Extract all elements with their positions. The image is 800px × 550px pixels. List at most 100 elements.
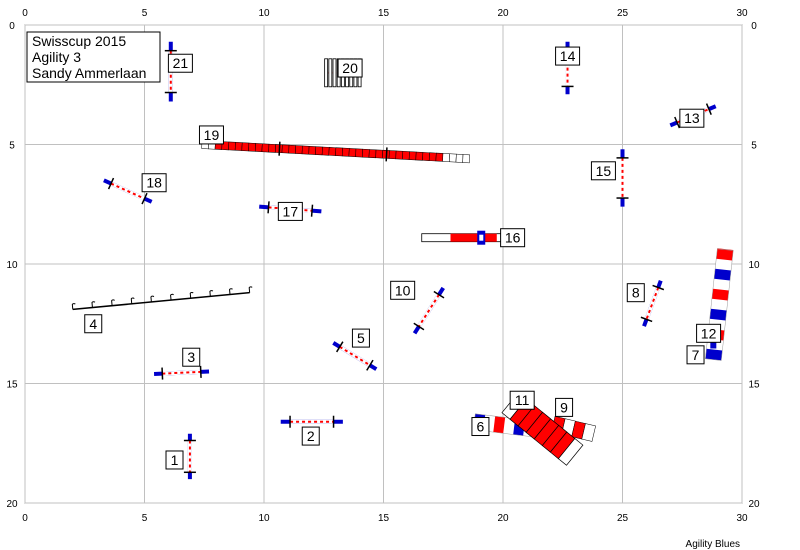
dogwalk-plank: [335, 147, 343, 157]
obstacle-layer: [71, 41, 734, 480]
number-label-text: 12: [701, 325, 717, 341]
title-line-class: Agility 3: [32, 49, 81, 65]
number-label-text: 20: [342, 60, 358, 76]
number-label-box: [626, 283, 645, 303]
dogwalk-plank: [375, 149, 384, 159]
number-label-box: [696, 323, 722, 343]
number-label-17: 17: [277, 201, 303, 221]
number-label-text: 18: [146, 175, 162, 191]
jump-standard: [366, 359, 374, 371]
weave-pole: [328, 58, 333, 88]
x-tick-top: 5: [142, 8, 148, 19]
number-label-21: 21: [167, 53, 193, 73]
dogwalk-plank: [254, 143, 263, 152]
wall-hook: [248, 286, 253, 293]
jump-standard: [199, 365, 202, 378]
contact-board: [557, 438, 584, 466]
x-tick-top: 10: [258, 8, 270, 19]
jump-standard: [674, 116, 681, 129]
number-label-text: 1: [171, 452, 179, 468]
dogwalk-plank: [328, 147, 337, 156]
obstacle-19-dogwalk: [201, 140, 471, 164]
wall-hook: [150, 295, 155, 303]
number-label-box: [686, 345, 705, 365]
tunnel-segment: [710, 298, 728, 311]
wall-hook: [91, 301, 96, 308]
dogwalk-plank: [455, 153, 464, 163]
number-label-box: [509, 390, 535, 410]
number-label-10: 10: [390, 280, 416, 300]
number-label-2: 2: [301, 426, 320, 446]
obstacle-8-jump: [640, 280, 665, 327]
jump-bar-stripes: [162, 370, 201, 375]
dogwalk-plank: [288, 144, 297, 154]
dogwalk-plank: [435, 152, 444, 162]
y-tick-left: 20: [6, 499, 18, 510]
y-tick-right: 10: [748, 260, 760, 271]
x-tick-top: 30: [736, 8, 748, 19]
jump-standard: [413, 322, 425, 331]
number-label-text: 14: [560, 48, 576, 64]
obstacle-18-jump: [103, 177, 153, 205]
dogwalk-plank: [341, 147, 350, 157]
tunnel-segment: [711, 288, 729, 301]
number-label-text: 16: [505, 230, 521, 246]
number-label-box: [141, 173, 167, 193]
y-tick-left: 15: [6, 380, 18, 391]
x-tick-bottom: 0: [22, 513, 28, 524]
number-label-text: 2: [307, 428, 315, 444]
dogwalk-plank: [462, 154, 471, 164]
tunnel-segment: [712, 278, 731, 291]
number-label-box: [182, 347, 201, 367]
dogwalk-support: [278, 141, 281, 156]
wall-hook: [111, 299, 115, 306]
x-tick-bottom: 25: [617, 513, 629, 524]
jump-standard: [652, 284, 665, 291]
number-label-text: 8: [632, 285, 640, 301]
number-label-box: [590, 161, 616, 181]
number-label-7: 7: [686, 345, 705, 365]
number-label-8: 8: [626, 283, 645, 303]
jump-standard: [310, 204, 314, 217]
dogwalk-plank: [388, 150, 397, 160]
number-label-9: 9: [555, 397, 574, 417]
x-tick-bottom: 15: [378, 513, 390, 524]
number-label-text: 9: [560, 399, 568, 415]
jump-standard: [267, 201, 270, 214]
number-label-box: [351, 328, 370, 348]
number-label-1: 1: [165, 450, 184, 470]
number-label-box: [555, 46, 581, 66]
obstacle-10-jump: [412, 286, 445, 335]
number-label-box: [301, 426, 320, 446]
y-tick-right: 20: [748, 499, 760, 510]
wall-hook: [229, 288, 233, 295]
number-label-text: 21: [173, 55, 189, 71]
obstacle-15-jump: [616, 149, 629, 207]
y-tick-left: 5: [9, 141, 15, 152]
number-label-3: 3: [182, 347, 201, 367]
dogwalk-plank: [422, 152, 430, 161]
x-tick-bottom: 20: [497, 513, 509, 524]
wall-hook: [130, 297, 135, 304]
number-label-text: 4: [89, 316, 97, 332]
dogwalk-plank: [321, 146, 330, 156]
wall-hook: [170, 293, 174, 301]
dogwalk-plank: [348, 148, 357, 158]
x-tick-top: 25: [617, 8, 629, 19]
jump-bar: [338, 345, 371, 367]
dogwalk-plank: [234, 142, 243, 151]
dogwalk-support: [385, 147, 388, 162]
dogwalk-plank: [248, 142, 256, 152]
number-label-6: 6: [471, 417, 490, 437]
jump-standard: [141, 192, 148, 205]
dogwalk-plank: [448, 153, 457, 163]
jump-standard: [107, 177, 115, 190]
number-label-box: [165, 450, 184, 470]
y-tick-left: 10: [6, 260, 18, 271]
number-label-text: 13: [684, 110, 700, 126]
tire-hole: [479, 234, 484, 241]
number-label-box: [167, 53, 193, 73]
